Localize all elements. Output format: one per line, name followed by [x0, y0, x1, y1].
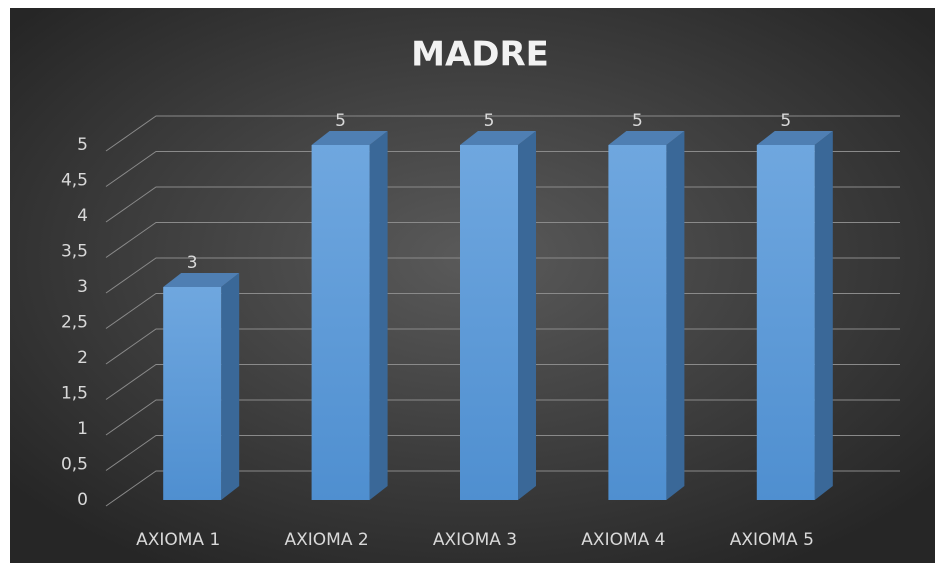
bar	[311, 145, 370, 500]
bar-side	[666, 131, 685, 500]
bar	[163, 287, 222, 500]
bar-side	[814, 131, 833, 500]
data-label: 5	[484, 111, 495, 131]
y-tick-label: 0	[77, 490, 88, 510]
y-tick-label: 0,5	[61, 455, 88, 475]
y-tick-label: 4,5	[61, 171, 88, 191]
x-tick-label: AXIOMA 2	[285, 530, 369, 550]
x-tick-label: AXIOMA 1	[136, 530, 220, 550]
x-tick-label: AXIOMA 5	[730, 530, 814, 550]
bar-top	[311, 131, 388, 145]
y-tick-label: 5	[77, 135, 88, 155]
bar-side	[518, 131, 536, 500]
x-tick-label: AXIOMA 3	[433, 530, 517, 550]
bar-top	[163, 273, 240, 287]
y-tick-label: 4	[77, 206, 88, 226]
y-tick-label: 2	[77, 348, 88, 368]
bar-side	[221, 273, 240, 500]
bar-side	[369, 131, 388, 500]
y-tick-label: 2,5	[61, 313, 88, 333]
grid-line	[105, 115, 900, 152]
bar	[460, 145, 518, 500]
y-tick-label: 1	[77, 419, 88, 439]
data-label: 3	[187, 253, 198, 273]
y-tick-label: 3,5	[61, 242, 88, 262]
x-tick-label: AXIOMA 4	[581, 530, 665, 550]
bar-top	[608, 131, 685, 145]
data-label: 5	[632, 111, 643, 131]
data-label: 5	[780, 111, 791, 131]
bar	[608, 145, 667, 500]
data-label: 5	[335, 111, 346, 131]
y-tick-label: 3	[77, 277, 88, 297]
bar	[756, 145, 815, 500]
bar-top	[756, 131, 833, 145]
bar-top	[460, 131, 536, 145]
chart-title: MADRE	[411, 35, 549, 75]
y-tick-label: 1,5	[61, 384, 88, 404]
